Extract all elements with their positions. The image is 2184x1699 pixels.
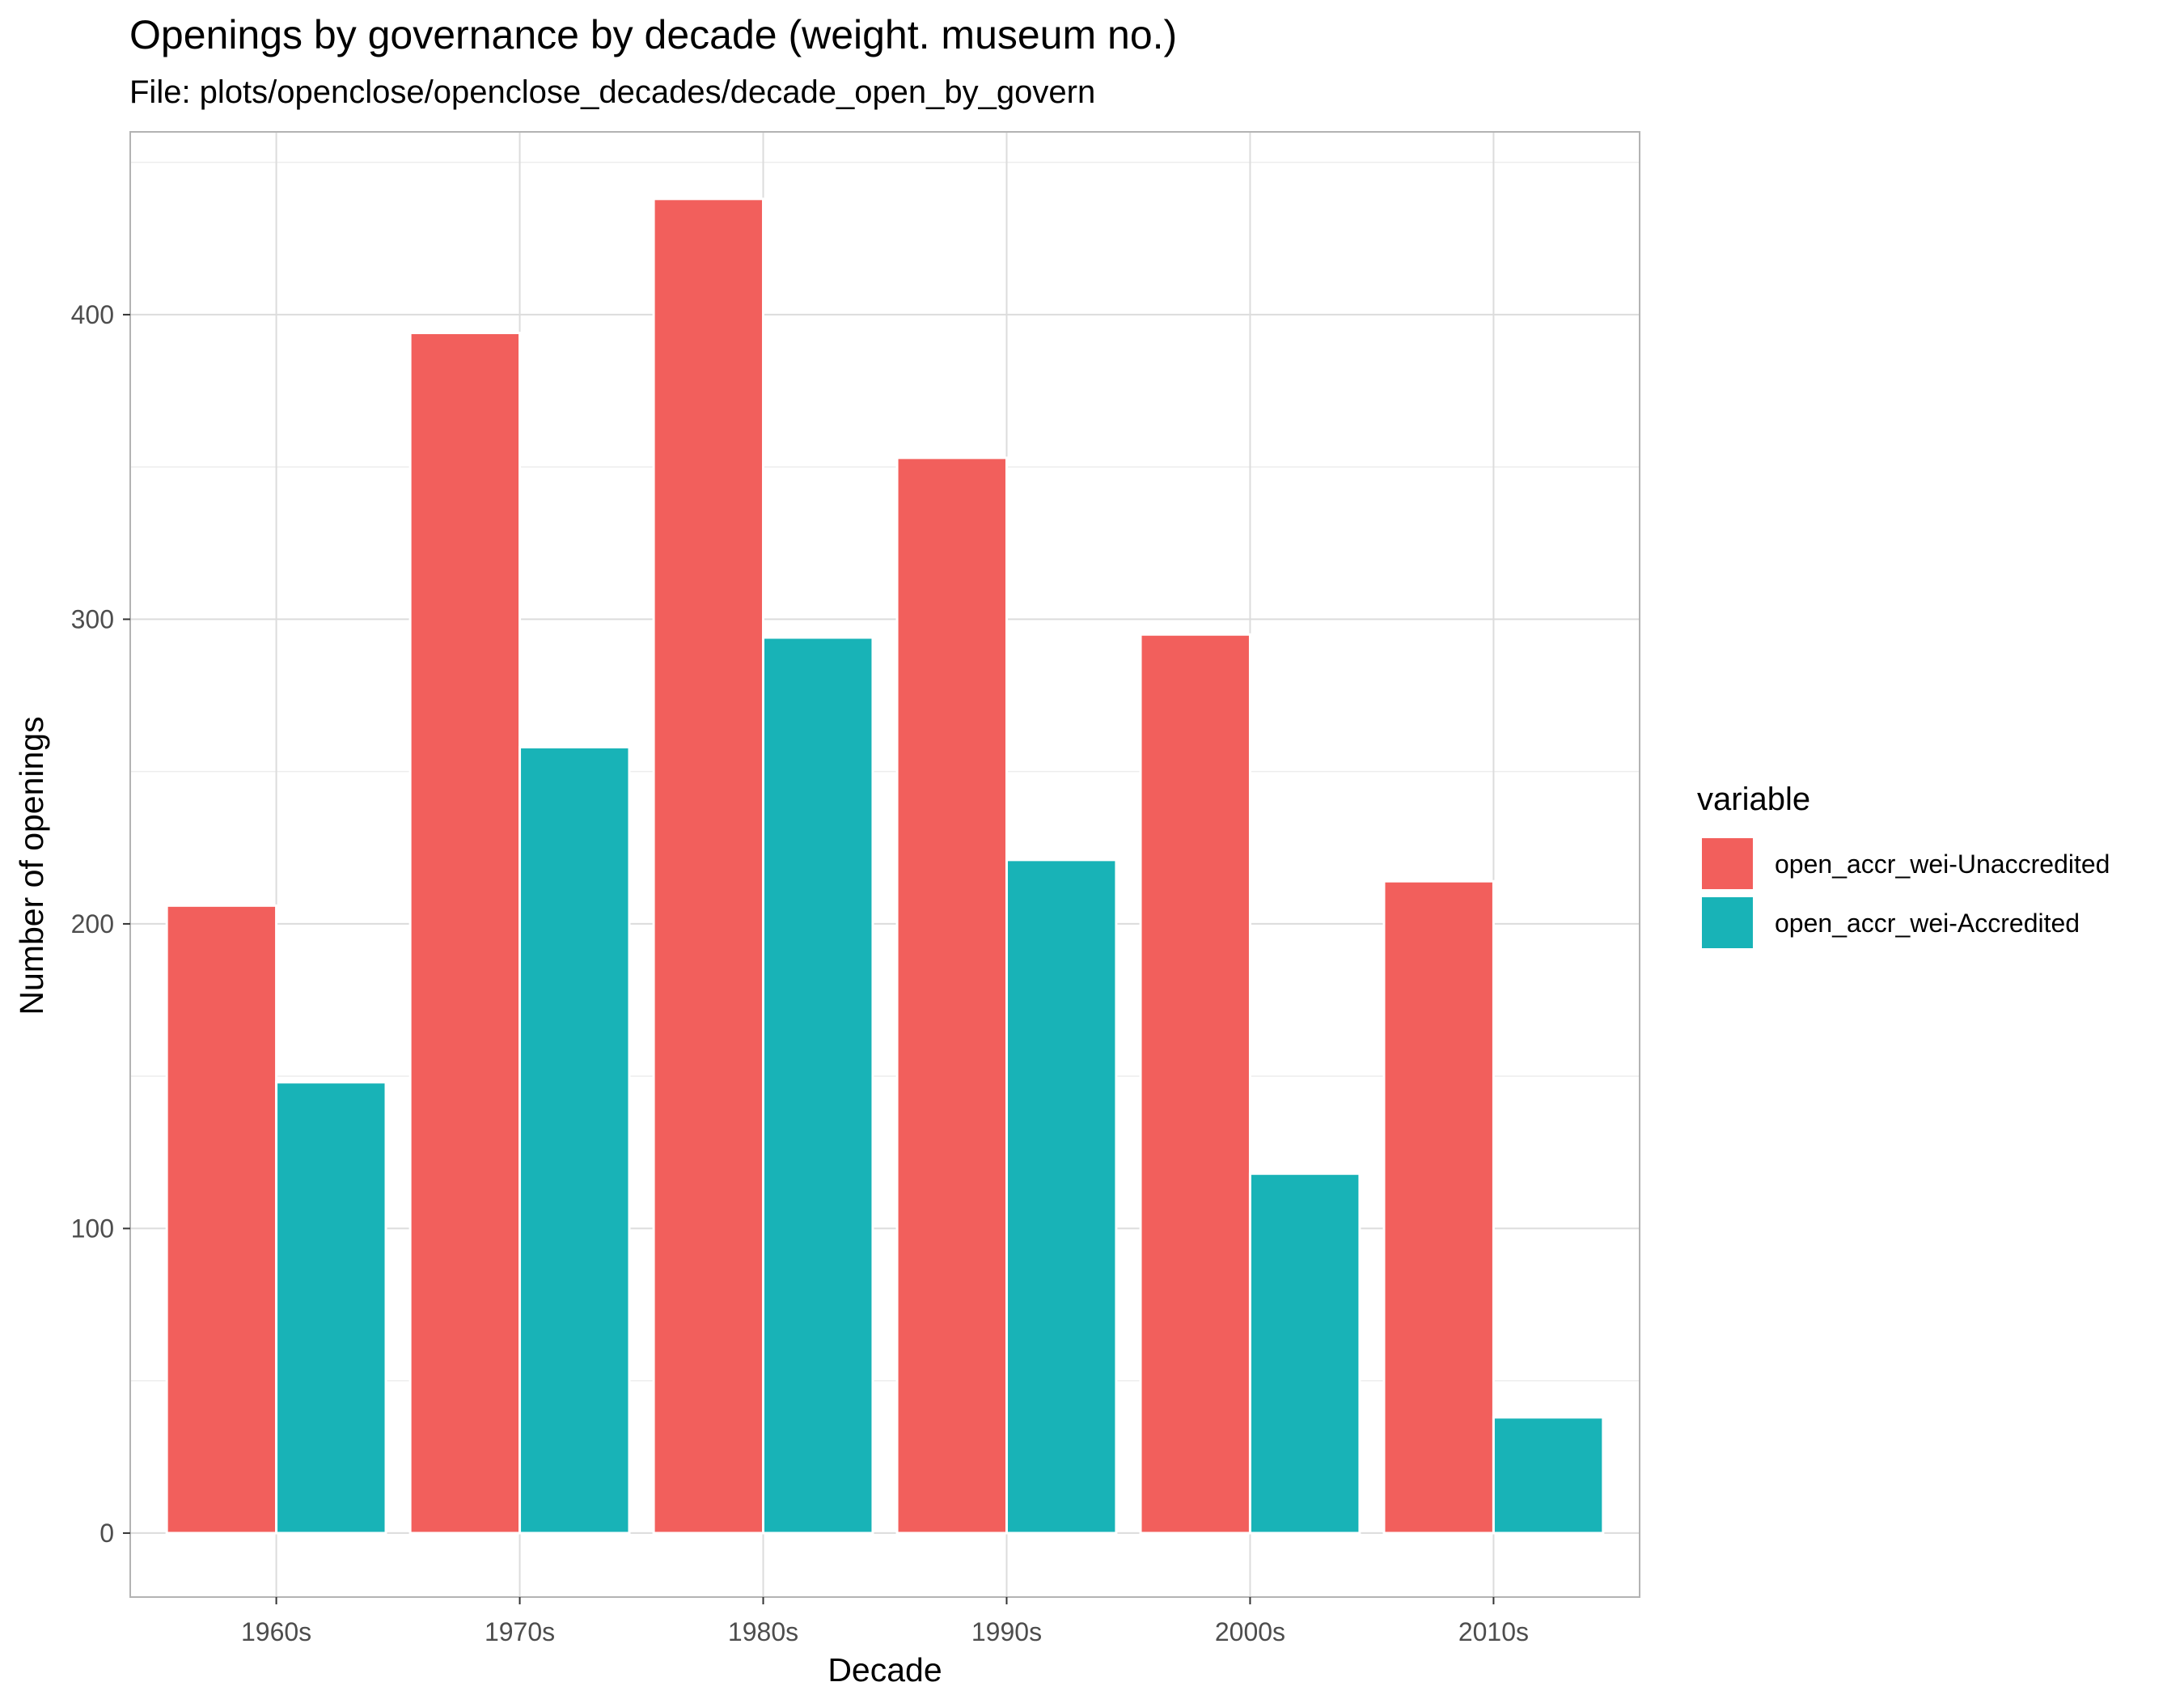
x-axis-title: Decade xyxy=(827,1651,942,1688)
y-axis-title: Number of openings xyxy=(13,716,50,1015)
bar-2000s-unaccredited xyxy=(1139,633,1251,1535)
y-tick-label: 200 xyxy=(71,909,114,938)
y-tick-label: 100 xyxy=(71,1214,114,1243)
y-axis-ticks: 0 100 200 300 400 xyxy=(71,300,130,1548)
y-tick-label: 400 xyxy=(71,300,114,329)
legend-key-unaccredited xyxy=(1702,838,1753,889)
legend-label-unaccredited: open_accr_wei-Unaccredited xyxy=(1775,850,2110,879)
bar-2010s-accredited xyxy=(1492,1416,1605,1535)
x-tick-label: 1990s xyxy=(971,1617,1042,1646)
legend-items: open_accr_wei-Unaccredited open_accr_wei-… xyxy=(1702,838,2110,948)
chart-title: Openings by governance by decade (weight… xyxy=(129,12,1177,57)
chart-subtitle: File: plots/openclose/openclose_decades/… xyxy=(129,74,1095,110)
plot-panel-border xyxy=(129,131,1640,1598)
x-tick-label: 1980s xyxy=(728,1617,798,1646)
x-axis-ticks: 1960s 1970s 1980s 1990s 2000s 2010s xyxy=(241,1597,1529,1646)
bar-1960s-accredited xyxy=(275,1081,387,1535)
legend-title: variable xyxy=(1697,782,1810,817)
bar-1990s-accredited xyxy=(1005,858,1118,1535)
legend: variable open_accr_wei-Unaccreditedopen_… xyxy=(1697,782,2110,948)
bar-1990s-unaccredited xyxy=(895,456,1008,1535)
bar-1970s-unaccredited xyxy=(408,331,522,1535)
x-tick-label: 1960s xyxy=(241,1617,311,1646)
bars xyxy=(165,197,1605,1535)
legend-key-accredited xyxy=(1702,897,1753,948)
legend-label-accredited: open_accr_wei-Accredited xyxy=(1775,909,2080,938)
y-tick-label: 0 xyxy=(99,1519,114,1548)
bar-2010s-unaccredited xyxy=(1382,879,1495,1535)
x-tick-label: 1970s xyxy=(485,1617,555,1646)
bar-1960s-unaccredited xyxy=(165,904,278,1535)
bar-1970s-accredited xyxy=(518,746,631,1535)
bar-1980s-unaccredited xyxy=(652,197,765,1535)
x-tick-label: 2000s xyxy=(1215,1617,1285,1646)
bar-1980s-accredited xyxy=(762,636,874,1535)
y-tick-label: 300 xyxy=(71,604,114,633)
bar-2000s-accredited xyxy=(1248,1172,1361,1535)
x-tick-label: 2010s xyxy=(1458,1617,1529,1646)
